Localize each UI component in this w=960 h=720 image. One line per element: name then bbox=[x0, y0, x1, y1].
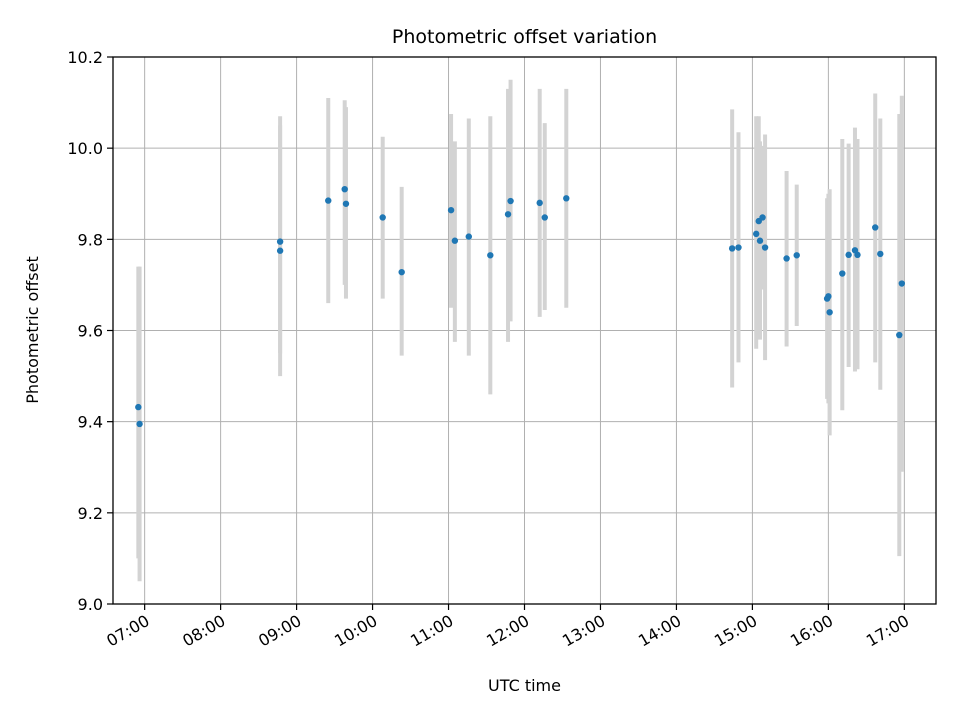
data-points bbox=[135, 185, 906, 428]
y-axis-label: Photometric offset bbox=[23, 256, 42, 404]
y-tick-label: 9.6 bbox=[78, 322, 103, 341]
data-point bbox=[896, 331, 903, 339]
data-point bbox=[825, 293, 832, 300]
y-tick-label: 10.2 bbox=[67, 48, 103, 67]
data-point bbox=[877, 250, 884, 258]
data-point bbox=[563, 195, 570, 202]
chart-title: Photometric offset variation bbox=[392, 26, 657, 48]
data-point bbox=[854, 251, 861, 259]
y-tick-label: 10.0 bbox=[67, 139, 103, 158]
data-point bbox=[735, 244, 742, 251]
data-point bbox=[276, 238, 284, 245]
data-point bbox=[447, 206, 455, 214]
data-point bbox=[507, 197, 514, 205]
data-point bbox=[465, 233, 472, 240]
data-point bbox=[451, 237, 459, 244]
data-point bbox=[898, 280, 906, 287]
data-point bbox=[135, 403, 142, 411]
y-tick-label: 9.0 bbox=[78, 595, 103, 614]
y-tick-label: 9.4 bbox=[78, 413, 103, 432]
data-point bbox=[325, 197, 332, 204]
data-point bbox=[761, 244, 769, 251]
data-point bbox=[756, 237, 764, 244]
data-point bbox=[753, 230, 760, 238]
data-point bbox=[541, 214, 548, 221]
data-point bbox=[845, 251, 852, 259]
data-point bbox=[826, 309, 833, 316]
data-point bbox=[728, 245, 736, 252]
y-tick-label: 9.8 bbox=[78, 230, 103, 249]
data-point bbox=[793, 252, 800, 259]
data-point bbox=[136, 420, 143, 428]
data-point bbox=[872, 224, 879, 231]
data-point bbox=[341, 185, 348, 193]
data-point bbox=[487, 252, 494, 259]
data-point bbox=[342, 200, 350, 207]
data-point bbox=[276, 247, 284, 254]
data-point bbox=[379, 214, 386, 221]
data-point bbox=[504, 211, 512, 218]
data-point bbox=[536, 199, 543, 207]
y-axis: 9.0 9.2 9.4 9.6 9.8 10.0 10.2 bbox=[67, 48, 113, 614]
x-axis-label: UTC time bbox=[488, 676, 561, 695]
data-point bbox=[398, 268, 405, 276]
data-point bbox=[839, 270, 846, 277]
y-tick-label: 9.2 bbox=[78, 504, 103, 523]
data-point bbox=[759, 214, 766, 221]
data-point bbox=[783, 255, 790, 262]
